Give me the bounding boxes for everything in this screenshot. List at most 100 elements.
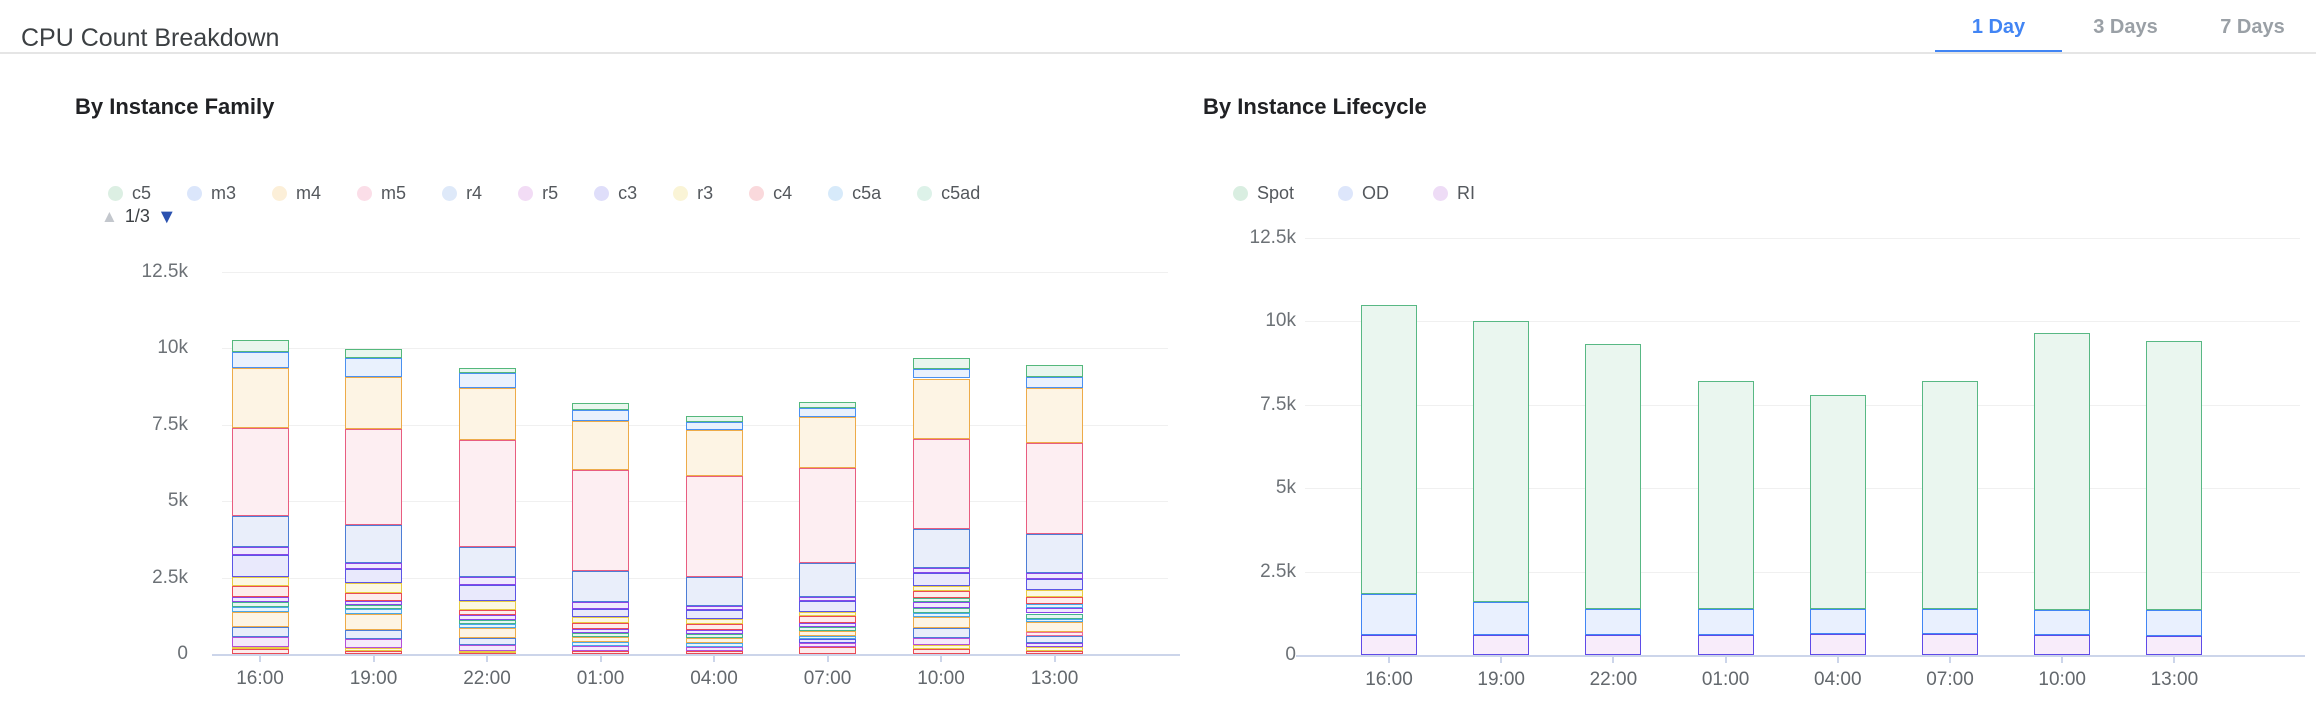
legend-page-up-icon[interactable]: ▲ [101, 207, 118, 226]
bar-segment [1361, 304, 1417, 595]
bar-segment [345, 650, 402, 654]
x-axis-tick [713, 656, 715, 662]
bar-segment [685, 416, 743, 422]
x-axis-label: 19:00 [1477, 669, 1525, 690]
legend-label: r4 [466, 183, 483, 203]
bar-segment [1026, 443, 1083, 535]
legend-dot-icon [1338, 186, 1354, 201]
legend-item-spot[interactable]: Spot [1233, 183, 1294, 204]
y-axis-label: 10k [157, 337, 188, 359]
y-axis-label: 12.5k [141, 261, 188, 282]
bar-segment [1697, 634, 1754, 655]
tab-3-days[interactable]: 3 Days [2062, 0, 2189, 54]
bar-segment [345, 563, 402, 570]
bar-segment [572, 402, 629, 410]
bar-segment [231, 611, 289, 627]
legend-item-r4[interactable]: r4 [442, 183, 482, 204]
legend-item-c5ad[interactable]: c5ad [917, 183, 980, 204]
bar-segment [458, 644, 516, 651]
bar-segment [572, 571, 629, 603]
bar-segment [685, 624, 743, 630]
x-axis-tick [259, 656, 261, 662]
bar-segment [572, 645, 629, 651]
bar-segment [685, 633, 743, 639]
bar-segment [1026, 387, 1083, 444]
bar-segment [1026, 589, 1083, 597]
legend-item-c5a[interactable]: c5a [828, 183, 881, 204]
legend-dot-icon [442, 186, 458, 201]
legend-item-c4[interactable]: c4 [749, 183, 792, 204]
bar-segment [1026, 650, 1083, 654]
bar-segment [1473, 321, 1530, 602]
bar-segment [799, 401, 856, 408]
bar-segment [458, 615, 516, 620]
bar-segment [1809, 608, 1866, 635]
legend-item-od[interactable]: OD [1338, 183, 1389, 204]
page-title: CPU Count Breakdown [21, 23, 280, 52]
legend-item-c5[interactable]: c5 [108, 183, 151, 204]
bar-segment [912, 438, 970, 529]
legend-item-c3[interactable]: c3 [594, 183, 637, 204]
bar-segment [1026, 365, 1083, 377]
legend-dot-icon [1433, 186, 1449, 201]
legend-dot-icon [1233, 186, 1248, 201]
bar-segment [345, 358, 402, 377]
y-axis-label: 2.5k [152, 566, 188, 588]
bar-segment [799, 643, 856, 648]
bar-segment [912, 607, 970, 613]
legend-label: RI [1457, 183, 1476, 203]
y-axis-label: 10k [1265, 310, 1296, 332]
bar-segment [685, 475, 743, 577]
bar-segment [799, 600, 856, 612]
bar-segment [1922, 608, 1978, 635]
legend-pager-label: 1/3 [124, 206, 150, 226]
bar-segment [1809, 394, 1866, 609]
bar-segment [458, 627, 516, 639]
bar-segment [685, 619, 743, 625]
x-axis-tick [1836, 657, 1839, 663]
x-axis-tick [2173, 657, 2176, 663]
x-axis-tick [1500, 657, 1503, 663]
bar-segment [1026, 376, 1083, 388]
legend-item-m5[interactable]: m5 [357, 183, 406, 204]
bar-segment [458, 619, 516, 625]
tab-3-days-label: 3 Days [2093, 15, 2158, 38]
bar-segment [231, 554, 289, 577]
bar-segment [231, 339, 289, 352]
legend-dot-icon [673, 186, 689, 201]
bar-segment [231, 516, 289, 547]
bar-segment [231, 646, 289, 650]
bar-segment [799, 623, 856, 627]
tab-7-days[interactable]: 7 Days [2189, 0, 2316, 54]
legend-item-r3[interactable]: r3 [673, 183, 713, 204]
bar-segment [1026, 621, 1083, 632]
x-axis-tick [1388, 657, 1390, 663]
bar-segment [458, 624, 516, 628]
bar-segment [1922, 381, 1978, 609]
bar-segment [1585, 608, 1642, 635]
bar-segment [685, 609, 743, 620]
legend-item-m3[interactable]: m3 [187, 183, 236, 204]
bar-segment [458, 440, 516, 548]
bar-segment [572, 420, 629, 471]
bar-segment [345, 613, 402, 630]
x-axis-tick [2061, 657, 2064, 663]
bar-segment [572, 409, 629, 421]
legend-page-down-icon[interactable]: ▼ [156, 205, 177, 228]
bar-segment [685, 646, 743, 651]
bar-segment [2146, 635, 2203, 655]
legend-dot-icon [272, 186, 288, 201]
bar-segment [912, 645, 970, 650]
bar-segment [1361, 594, 1417, 635]
legend-item-r5[interactable]: r5 [518, 183, 558, 204]
x-axis-tick [372, 656, 375, 662]
x-axis-label: 13:00 [1030, 668, 1079, 689]
bar-segment [912, 638, 970, 646]
legend-item-m4[interactable]: m4 [272, 183, 321, 204]
y-axis-label: 5k [167, 490, 188, 512]
legend-item-ri[interactable]: RI [1433, 183, 1475, 204]
bar-segment [345, 600, 402, 605]
bar-segment [345, 348, 402, 359]
bar-segment [345, 569, 402, 584]
bar-segment [799, 615, 856, 624]
